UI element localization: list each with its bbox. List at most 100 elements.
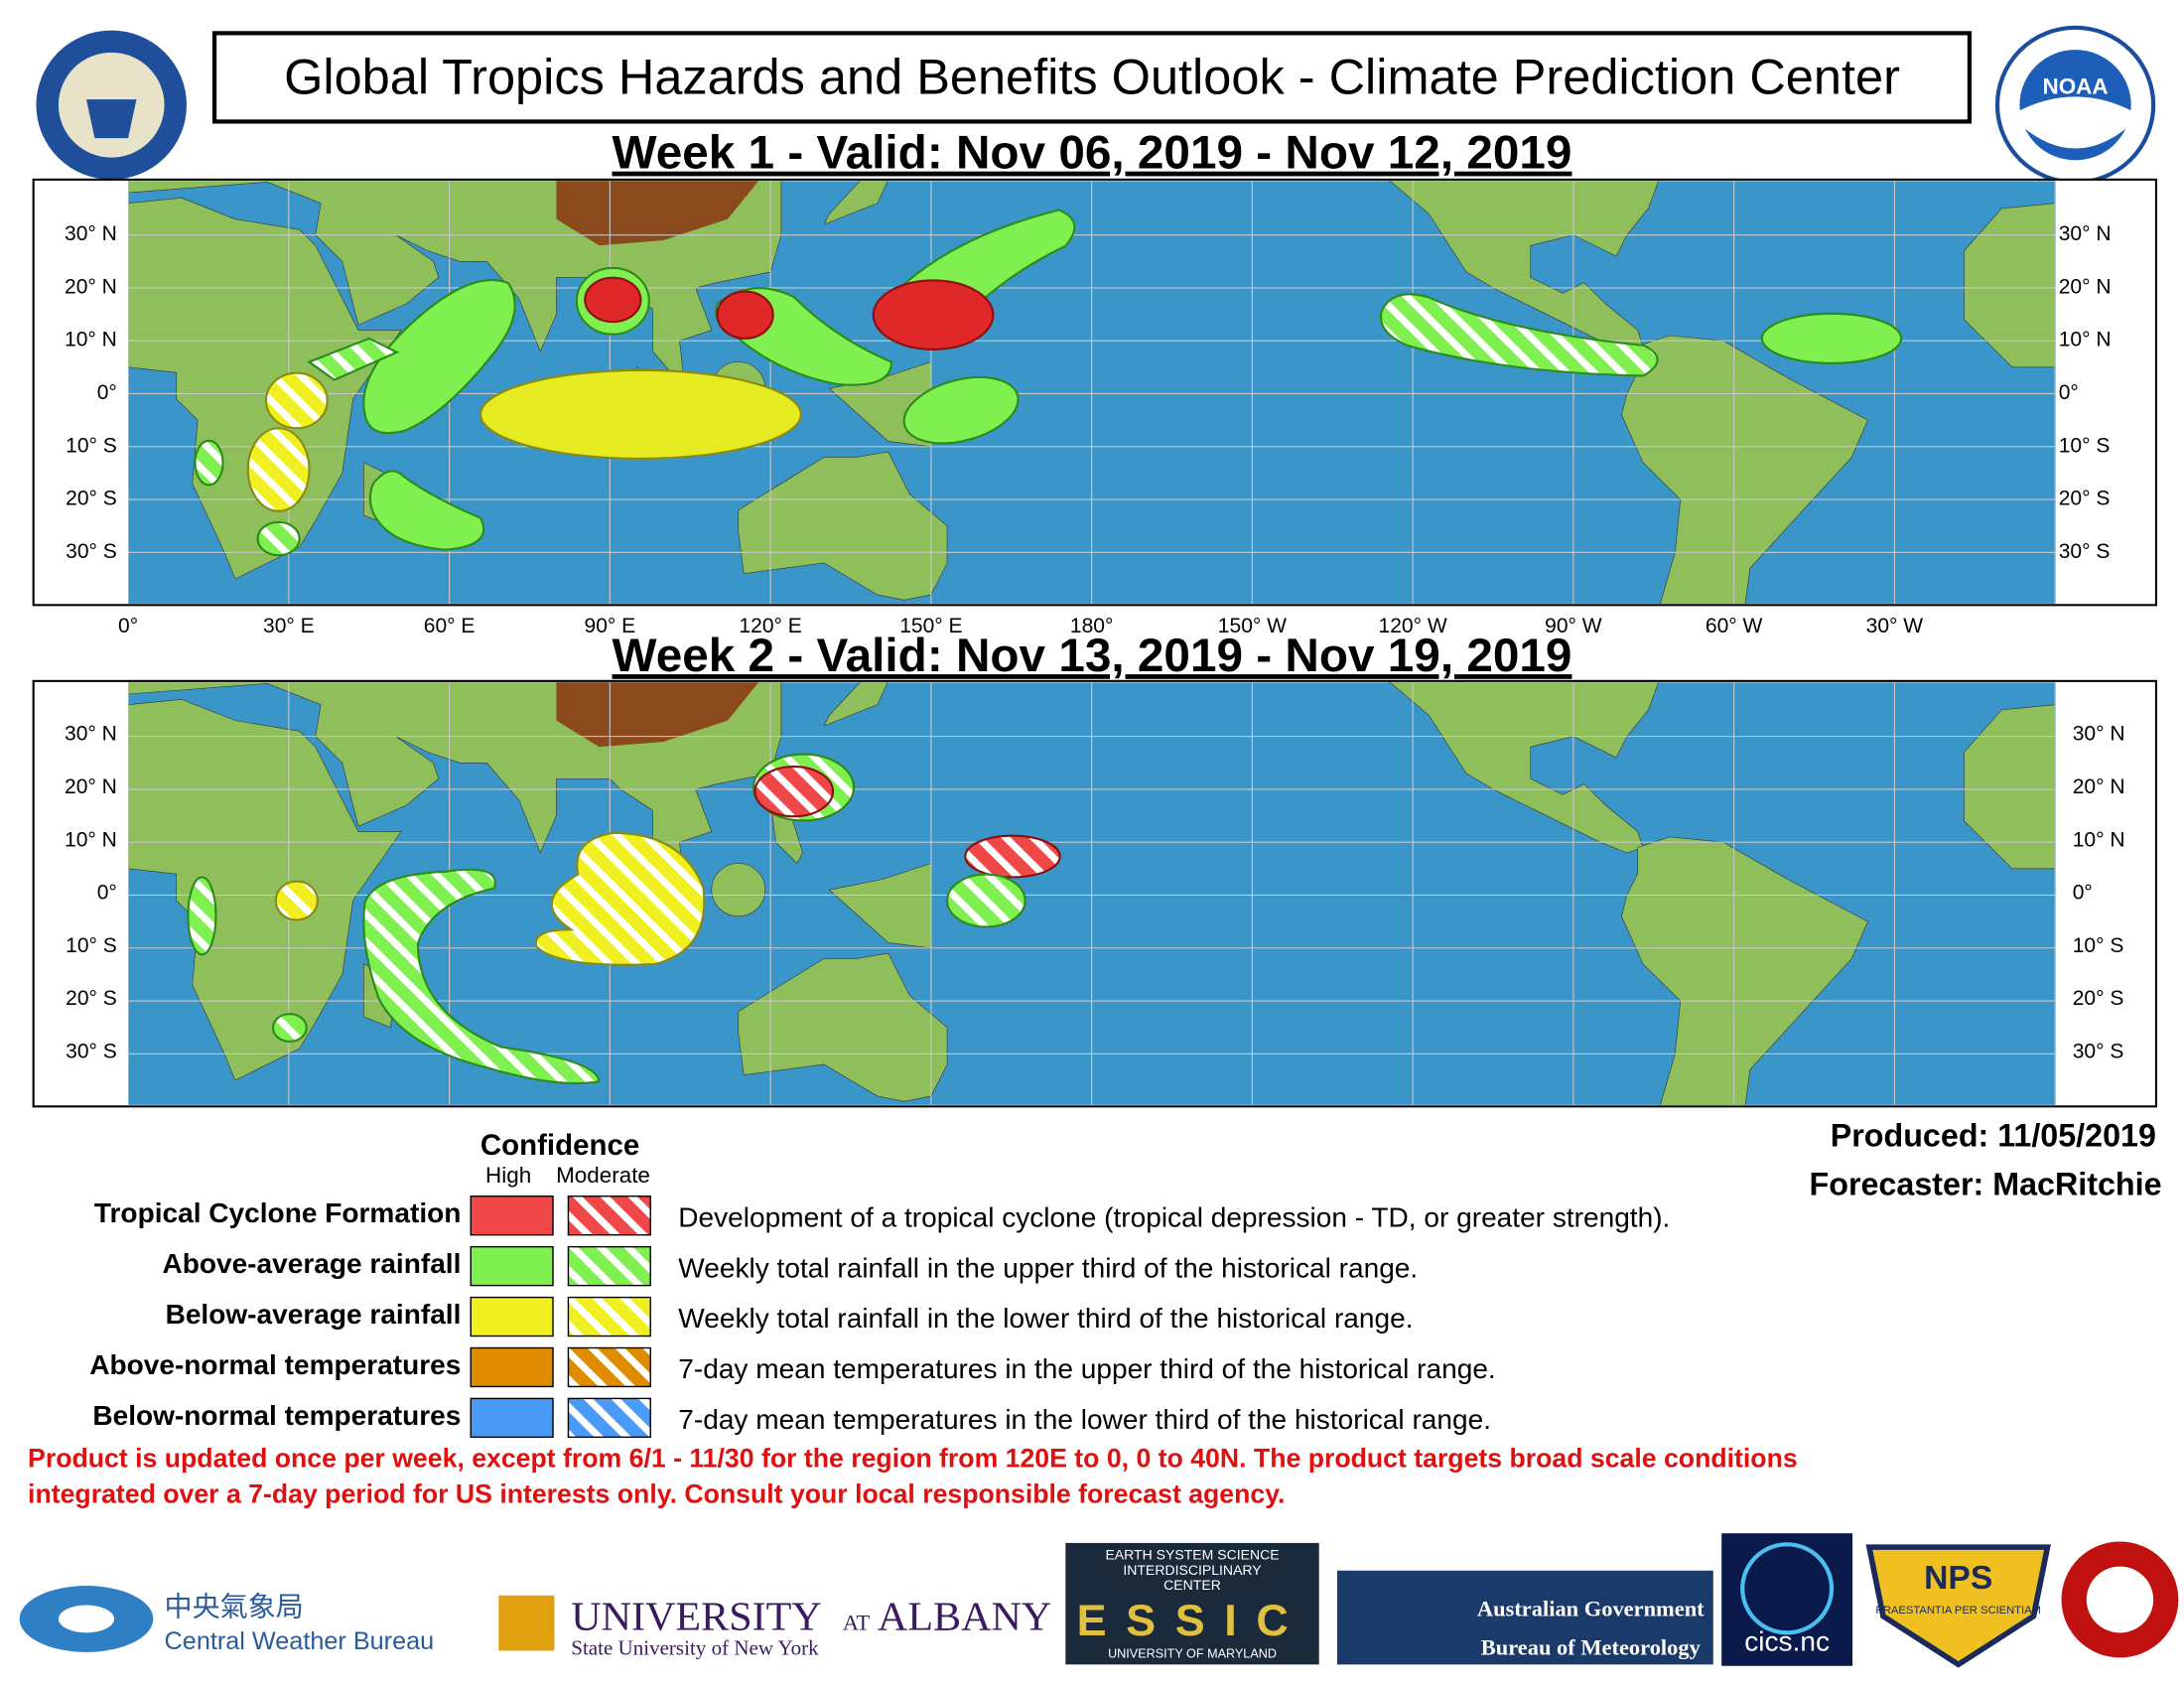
legend-label: Below-average rainfall	[166, 1299, 462, 1330]
bom-logo: Australian Government Bureau of Meteorol…	[1336, 1570, 1713, 1665]
legend-moderate-swatch	[567, 1196, 651, 1236]
essic-mid: INTERDISCIPLINARY	[1123, 1562, 1262, 1578]
lon-label: 150° E	[899, 615, 962, 637]
lat-label: 10° S	[2059, 434, 2111, 457]
legend-title: Confidence	[480, 1129, 639, 1162]
lat-label: 10° N	[65, 828, 117, 851]
map-panel	[32, 178, 2157, 607]
lat-label: 0°	[97, 381, 117, 404]
essic-logo: EARTH SYSTEM SCIENCE INTERDISCIPLINARY C…	[1065, 1542, 1319, 1665]
disclaimer: Product is updated once per week, except…	[28, 1444, 1798, 1474]
noaa-text: NOAA	[2043, 74, 2109, 99]
map	[128, 181, 2056, 604]
legend-moderate-swatch	[567, 1296, 651, 1337]
lat-label: 20° S	[66, 987, 117, 1010]
lat-label: 10° S	[66, 434, 117, 457]
lon-label: 90° W	[1545, 615, 1602, 637]
lon-label: 90° E	[585, 615, 636, 637]
lat-label: 20° S	[66, 488, 117, 510]
legend-description: Weekly total rainfall in the upper third…	[678, 1252, 1418, 1283]
hazard-areas	[187, 753, 1061, 1085]
nps-motto: PRAESTANTIA PER SCIENTIAM	[1875, 1605, 2041, 1617]
lat-label: 30° N	[65, 723, 117, 746]
lat-label: 30° S	[66, 540, 117, 563]
lon-label: 120° W	[1379, 615, 1447, 637]
forecaster: Forecaster: MacRitchie	[1810, 1166, 2162, 1201]
lat-label: 30° N	[65, 222, 117, 245]
legend-label: Tropical Cyclone Formation	[94, 1197, 461, 1228]
albany-logo: UNIVERSITY AT ALBANY State University of…	[498, 1595, 1051, 1660]
legend-label: Below-normal temperatures	[92, 1400, 461, 1431]
hawaii-logo	[2061, 1541, 2179, 1658]
legend-description: Weekly total rainfall in the lower third…	[678, 1303, 1413, 1334]
essic-name: ESSIC	[1077, 1597, 1308, 1645]
lon-label: 30° E	[263, 615, 315, 637]
map	[128, 682, 2056, 1105]
doc-seal	[36, 30, 188, 180]
lat-label: 30° S	[66, 1041, 117, 1063]
lat-label: 10° N	[65, 329, 117, 352]
lat-label: 20° S	[2073, 987, 2124, 1010]
legend-moderate-swatch	[567, 1397, 651, 1439]
lon-label: 30° W	[1866, 615, 1924, 637]
bom-line1: Australian Government	[1477, 1597, 1705, 1621]
legend-high-swatch	[470, 1346, 554, 1388]
lat-label: 0°	[2059, 381, 2079, 404]
bom-line2: Bureau of Meteorology	[1481, 1635, 1701, 1660]
noaa-logo: NOAA	[1994, 25, 2156, 185]
map-panel	[32, 679, 2157, 1108]
albany-at: AT	[843, 1611, 871, 1635]
legend-description: 7-day mean temperatures in the lower thi…	[678, 1404, 1491, 1435]
lat-label: 0°	[97, 882, 117, 905]
lon-label: 180°	[1070, 615, 1113, 637]
nps-logo: NPS PRAESTANTIA PER SCIENTIAM	[1865, 1544, 2051, 1668]
cwb-logo: 中央氣象局 Central Weather Bureau	[19, 1586, 435, 1655]
hazard-areas	[194, 209, 1903, 557]
panel-title: Week 1 - Valid: Nov 06, 2019 - Nov 12, 2…	[613, 127, 1572, 180]
legend-moderate: Moderate	[556, 1163, 650, 1188]
legend-moderate-swatch	[567, 1346, 651, 1388]
legend-label: Above-average rainfall	[162, 1248, 461, 1279]
lon-label: 60° E	[424, 615, 476, 637]
legend-high-swatch	[470, 1245, 554, 1287]
lat-label: 10° N	[2059, 329, 2112, 352]
cics-logo: cics.nc	[1721, 1533, 1853, 1666]
lat-label: 20° N	[2073, 775, 2125, 798]
cwb-native: 中央氣象局	[165, 1592, 304, 1622]
legend-label: Above-normal temperatures	[89, 1349, 461, 1380]
lon-label: 0°	[118, 615, 138, 637]
page-title: Global Tropics Hazards and Benefits Outl…	[284, 49, 1900, 105]
albany-name: ALBANY	[878, 1595, 1051, 1640]
lon-label: 150° W	[1218, 615, 1287, 637]
lat-label: 30° S	[2073, 1041, 2124, 1063]
panel-title: Week 2 - Valid: Nov 13, 2019 - Nov 19, 2…	[613, 630, 1572, 682]
lat-label: 30° N	[2073, 723, 2125, 746]
cwb-name: Central Weather Bureau	[165, 1627, 435, 1655]
lat-label: 20° N	[65, 276, 117, 299]
cics-text: cics.nc	[1744, 1626, 1830, 1657]
legend-high-swatch	[470, 1196, 554, 1236]
legend-description: Development of a tropical cyclone (tropi…	[678, 1201, 1670, 1232]
albany-sub: State University of New York	[571, 1636, 819, 1660]
legend-high-swatch	[470, 1397, 554, 1439]
nps-text: NPS	[1924, 1560, 1992, 1597]
lat-label: 20° N	[65, 775, 117, 798]
lat-label: 20° S	[2059, 488, 2111, 510]
lon-label: 60° W	[1706, 615, 1763, 637]
lat-label: 20° N	[2059, 276, 2112, 299]
disclaimer: integrated over a 7-day period for US in…	[28, 1479, 1285, 1509]
lat-label: 30° N	[2059, 222, 2112, 245]
lat-label: 10° S	[66, 934, 117, 957]
lat-label: 10° N	[2073, 828, 2125, 851]
essic-bottom: UNIVERSITY OF MARYLAND	[1108, 1646, 1277, 1660]
essic-center: CENTER	[1163, 1577, 1221, 1593]
essic-top: EARTH SYSTEM SCIENCE	[1105, 1547, 1279, 1563]
legend-description: 7-day mean temperatures in the upper thi…	[678, 1353, 1495, 1384]
lat-label: 0°	[2073, 882, 2093, 905]
legend-high-swatch	[470, 1296, 554, 1337]
legend-high: High	[485, 1163, 531, 1188]
lon-label: 120° E	[739, 615, 801, 637]
produced: Produced: 11/05/2019	[1831, 1118, 2156, 1154]
lat-label: 30° S	[2059, 540, 2111, 563]
